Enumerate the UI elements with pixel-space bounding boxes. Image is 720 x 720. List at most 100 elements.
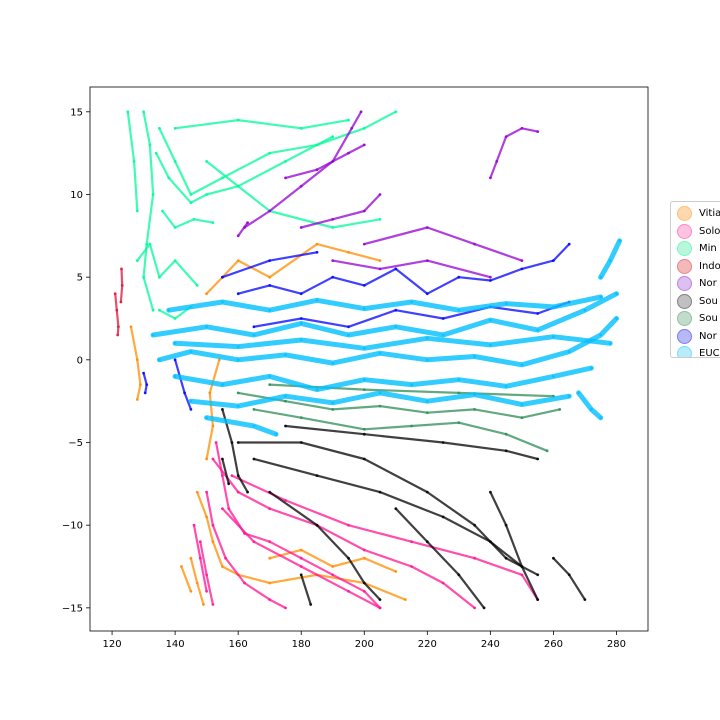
point-euc-1-2: [252, 333, 256, 337]
series-nor-4: [236, 110, 540, 279]
point-min-4-1: [148, 242, 152, 246]
point-vitia-3-1: [211, 424, 215, 428]
chart-marks: [113, 110, 623, 610]
point-nor-6-1: [378, 267, 382, 271]
point-sou-5-2: [457, 573, 461, 577]
point-min-2-0: [154, 151, 158, 155]
point-euc-2-1: [221, 383, 224, 386]
point-indo-1-0: [120, 267, 123, 271]
x-tick-label-240: 240: [481, 639, 500, 650]
point-euc-1-8: [536, 328, 540, 332]
point-solo-3-2: [211, 603, 215, 606]
point-min-0-0: [142, 110, 146, 114]
y-tick-label-5: 5: [77, 273, 83, 284]
legend-swatch: [677, 328, 692, 344]
point-nor-5-3: [520, 259, 524, 262]
plot-frame: [89, 86, 649, 632]
point-solo-3-0: [198, 540, 202, 544]
series-nor-7: [142, 242, 571, 411]
point-euc-8-1: [608, 259, 612, 262]
point-vitia-2-0: [129, 325, 133, 329]
y-axis: −15 −10 −5 0 5 10 15: [62, 107, 90, 614]
point-nor-1-2: [299, 292, 303, 296]
point-sou-9-0: [221, 457, 224, 461]
point-min-2-3: [205, 193, 209, 196]
legend-label: Solo: [699, 225, 720, 237]
track-min-5: [161, 209, 214, 229]
point-min-3-0: [173, 126, 177, 130]
point-sou-1-3: [425, 490, 429, 494]
point-euc-0-6: [425, 358, 429, 362]
point-vitia-1-1: [195, 581, 199, 585]
x-tick-label-280: 280: [607, 639, 626, 650]
point-min-0-2: [151, 193, 155, 196]
point-vitia-4-6: [378, 259, 382, 262]
point-solo-0-6: [331, 573, 335, 577]
point-sou-3-3: [362, 581, 366, 585]
point-sou-5-0: [394, 507, 398, 510]
point-sou-0-5: [473, 408, 476, 411]
point-nor-1-11: [567, 242, 571, 246]
point-sou-5-1: [425, 540, 429, 544]
point-vitia-0-5: [268, 581, 272, 585]
point-euc-7-1: [589, 408, 593, 411]
point-min-1-6: [362, 126, 366, 130]
point-nor-1-9: [520, 267, 524, 271]
point-solo-2-0: [211, 457, 215, 461]
point-euc-4-8: [567, 394, 571, 398]
point-min-5-3: [211, 221, 215, 225]
legend-item-8: EUC: [671, 345, 720, 358]
point-nor-1-5: [394, 267, 398, 271]
point-solo-4-4: [378, 606, 382, 610]
y-tick-label-15: 15: [70, 107, 83, 118]
point-nor-0-5: [359, 110, 363, 114]
point-nor-4-1: [183, 391, 187, 395]
point-min-0-3: [145, 242, 149, 246]
point-sou-1-0: [252, 408, 256, 411]
track-nor-2: [252, 300, 571, 328]
track-nor-0: [142, 372, 148, 394]
legend-label: EUC: [699, 348, 720, 358]
point-euc-0-7: [473, 355, 476, 358]
point-vitia-5-1: [299, 548, 303, 552]
track-nor-3: [221, 251, 319, 279]
point-nor-2-2: [362, 209, 366, 213]
point-sou-1-5: [504, 556, 508, 560]
point-euc-5-0: [173, 341, 177, 345]
point-sou-6-1: [309, 603, 313, 606]
point-nor-1-3: [331, 275, 335, 279]
point-vitia-5-0: [268, 556, 272, 560]
point-sou-5-3: [482, 606, 486, 610]
point-nor-3-2: [315, 250, 319, 254]
point-nor-5-1: [425, 226, 429, 229]
point-vitia-5-3: [362, 556, 366, 560]
x-tick-label-180: 180: [292, 639, 311, 650]
legend-item-0: Vitia: [671, 205, 720, 223]
track-nor-4: [489, 127, 539, 179]
point-euc-3-3: [315, 298, 319, 302]
point-euc-1-6: [441, 333, 445, 337]
point-euc-8-0: [599, 275, 603, 279]
y-tick-label--5: −5: [68, 438, 83, 449]
point-sou-1-4: [473, 523, 476, 527]
point-euc-4-2: [284, 394, 287, 398]
point-euc-0-4: [331, 361, 335, 365]
point-sou-4-1: [362, 432, 366, 436]
point-euc-5-5: [489, 343, 492, 347]
point-nor-0-1: [268, 209, 272, 213]
point-sou-0-3: [378, 404, 382, 408]
point-euc-2-8: [552, 375, 555, 378]
point-min-2-2: [189, 201, 193, 205]
legend-label: Indo: [699, 260, 720, 272]
point-nor-2-1: [299, 317, 303, 320]
point-euc-5-4: [425, 336, 429, 340]
point-solo-5-3: [410, 540, 413, 544]
point-euc-2-6: [457, 378, 461, 382]
track-solo-0: [215, 441, 382, 609]
point-vitia-4-5: [347, 250, 350, 254]
point-sou-1-2: [362, 457, 366, 461]
point-indo-1-1: [120, 284, 124, 287]
track-sou-4: [284, 424, 539, 461]
point-euc-3-4: [362, 307, 366, 310]
point-sou-3-1: [315, 523, 319, 527]
